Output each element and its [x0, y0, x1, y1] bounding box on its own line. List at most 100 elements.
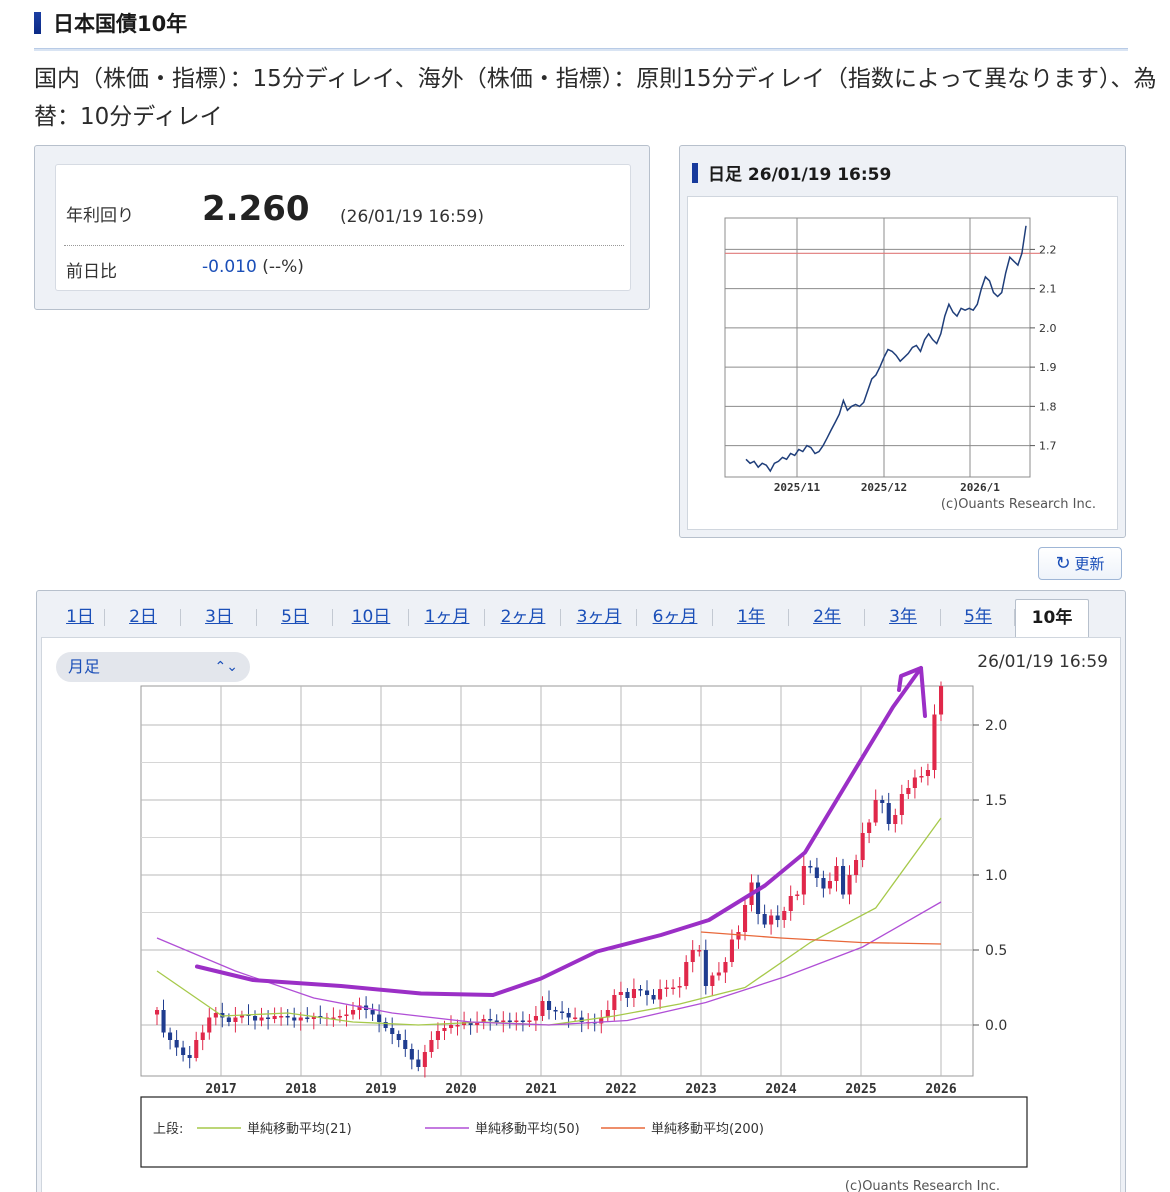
legend-label: 単純移動平均(200) — [651, 1121, 764, 1137]
candle-body — [729, 939, 734, 962]
candle-body — [285, 1016, 290, 1018]
candle-body — [174, 1040, 179, 1048]
candle-body — [488, 1019, 493, 1021]
candle-body — [743, 905, 748, 932]
tab-2ヶ月[interactable]: 2ヶ月 — [485, 599, 561, 635]
daily-xtick-label: 2025/11 — [774, 481, 821, 494]
candle-body — [651, 995, 656, 1000]
tab-2年[interactable]: 2年 — [789, 599, 865, 635]
candle-body — [795, 894, 800, 896]
candle-body — [337, 1016, 342, 1018]
tab-3年[interactable]: 3年 — [865, 599, 941, 635]
tab-1ヶ月[interactable]: 1ヶ月 — [409, 599, 485, 635]
daily-ytick-label: 2.2 — [1039, 243, 1057, 256]
daily-chart-title: 日足 26/01/19 16:59 — [708, 165, 892, 185]
candle-body — [409, 1049, 414, 1060]
annotation-arrow-head — [897, 666, 927, 718]
yield-value: 2.260 — [202, 189, 310, 229]
tab-3日[interactable]: 3日 — [181, 599, 257, 635]
candle-body — [880, 800, 885, 803]
candle-body — [383, 1022, 388, 1028]
refresh-icon: ↻ — [1055, 553, 1071, 574]
daily-ytick-label: 2.1 — [1039, 283, 1057, 296]
candle-body — [762, 914, 767, 925]
title-divider — [34, 48, 1128, 51]
candle-body — [435, 1031, 440, 1040]
monthly-xtick-label: 2023 — [685, 1082, 716, 1097]
interval-select[interactable]: 月足 ⌃⌄ — [56, 652, 250, 682]
monthly-xtick-label: 2024 — [765, 1082, 796, 1097]
monthly-xtick-label: 2021 — [525, 1082, 556, 1097]
daily-chart-frame[interactable]: 1.7 1.8 1.9 2.0 2.1 2.2 2025/11 2025/12 2026/1 (c… — [687, 196, 1118, 530]
legend-label: 単純移動平均(50) — [475, 1121, 580, 1137]
candle-body — [847, 875, 852, 895]
candle-body — [298, 1017, 303, 1021]
candle-body — [187, 1055, 192, 1058]
monthly-ytick-label: 1.0 — [985, 868, 1007, 884]
candle-body — [253, 1016, 258, 1021]
candle-body — [507, 1020, 512, 1022]
candle-body — [305, 1017, 310, 1019]
monthly-xtick-label: 2019 — [365, 1082, 396, 1097]
candle-body — [449, 1025, 454, 1028]
candle-body — [468, 1022, 473, 1025]
candle-body — [697, 950, 702, 952]
candle-body — [860, 833, 865, 860]
candle-body — [168, 1032, 173, 1040]
tab-5日[interactable]: 5日 — [257, 599, 333, 635]
daily-chart-svg[interactable]: 1.7 1.8 1.9 2.0 2.1 2.2 2025/11 2025/12 2026/1 (c… — [688, 197, 1119, 531]
tab-5年[interactable]: 5年 — [941, 599, 1015, 635]
candle-body — [403, 1040, 408, 1049]
candle-body — [344, 1014, 349, 1016]
candle-body — [311, 1016, 316, 1019]
monthly-ytick-label: 0.0 — [985, 1018, 1007, 1034]
tab-10日[interactable]: 10日 — [333, 599, 409, 635]
candle-body — [906, 788, 911, 794]
candle-body — [703, 950, 708, 986]
candle-body — [658, 989, 663, 1000]
monthly-xtick-label: 2018 — [285, 1082, 316, 1097]
candle-body — [625, 992, 630, 998]
candle-body — [782, 911, 787, 920]
candle-body — [899, 794, 904, 815]
page-title: 日本国債10年 — [53, 12, 188, 36]
candle-body — [677, 986, 682, 988]
annotation-arrow-line — [195, 666, 923, 997]
candle-body — [893, 815, 898, 824]
candle-body — [573, 1017, 578, 1019]
tab-1日[interactable]: 1日 — [55, 599, 105, 635]
candle-body — [638, 989, 643, 991]
candle-body — [939, 686, 944, 715]
candle-body — [560, 1011, 565, 1013]
candle-body — [331, 1017, 336, 1019]
candle-body — [854, 860, 859, 875]
candle-body — [671, 987, 676, 989]
monthly-chart-svg[interactable]: 2017 2018 2019 2020 2021 2022 2023 2024 2025 2026… — [42, 638, 1122, 1192]
candle-body — [357, 1005, 362, 1010]
updown-chevron-icon: ⌃⌄ — [214, 659, 238, 675]
candle-body — [547, 1001, 552, 1010]
tab-1年[interactable]: 1年 — [713, 599, 789, 635]
daily-xtick-label: 2026/1 — [960, 481, 1000, 494]
title-accent-bar — [34, 12, 41, 34]
page-header: 日本国債10年 — [34, 6, 187, 40]
candle-body — [769, 915, 774, 925]
candle-body — [239, 1014, 244, 1018]
tab-10年[interactable]: 10年 — [1015, 599, 1089, 639]
candle-body — [181, 1047, 186, 1055]
legend-label: 単純移動平均(21) — [247, 1121, 352, 1137]
yield-label: 年利回り — [66, 206, 134, 226]
candle-body — [834, 866, 839, 881]
delay-notice: 国内（株価・指標）：15分ディレイ、海外（株価・指標）：原則15分ディレイ（指数… — [34, 66, 1157, 130]
quote-box: 年利回り 2.260 (26/01/19 16:59) 前日比 -0.010 (… — [55, 164, 631, 291]
candle-body — [605, 1010, 610, 1018]
refresh-button[interactable]: ↻ 更新 — [1038, 547, 1122, 580]
legend-prefix: 上段: — [153, 1122, 183, 1137]
candle-body — [481, 1019, 486, 1022]
candle-body — [788, 896, 793, 911]
monthly-xtick-label: 2020 — [445, 1082, 476, 1097]
tab-3ヶ月[interactable]: 3ヶ月 — [561, 599, 637, 635]
tab-2日[interactable]: 2日 — [105, 599, 181, 635]
candle-body — [716, 972, 721, 976]
tab-6ヶ月[interactable]: 6ヶ月 — [637, 599, 713, 635]
